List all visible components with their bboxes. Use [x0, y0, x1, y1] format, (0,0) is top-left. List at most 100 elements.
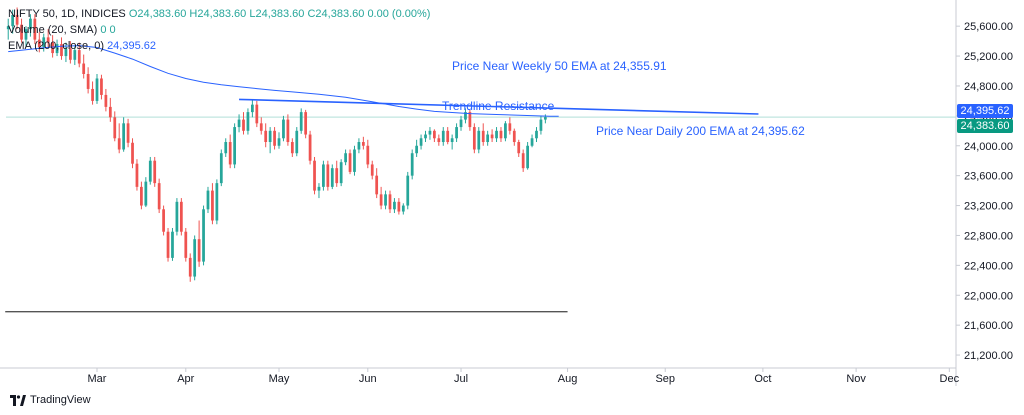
tradingview-brand-text: TradingView: [30, 394, 91, 406]
candle-body: [512, 130, 516, 143]
candle-body: [215, 183, 219, 221]
candle-body: [55, 44, 59, 54]
x-tick-label: May: [269, 373, 290, 385]
candle-body: [508, 123, 512, 131]
y-tick-label: 24,800.00: [964, 81, 1013, 93]
candle-body: [251, 104, 254, 113]
candle-body: [197, 239, 201, 262]
candle-body: [526, 145, 529, 169]
candle-body: [179, 201, 183, 232]
candle-body: [37, 39, 41, 48]
tradingview-brand[interactable]: TradingView: [10, 394, 91, 406]
candle-body: [100, 78, 103, 95]
candle-body: [401, 205, 405, 212]
candle-body: [184, 231, 188, 258]
candle-body: [233, 127, 236, 165]
candle-body: [188, 257, 192, 277]
candle-body: [455, 127, 458, 139]
x-tick-label: Apr: [177, 373, 194, 385]
candle-body: [77, 50, 81, 64]
candle-body: [24, 29, 28, 40]
tradingview-logo-icon: [10, 394, 26, 406]
candle-body: [202, 209, 205, 262]
ema-line: [8, 45, 559, 117]
candle-body: [60, 44, 63, 57]
candle-body: [433, 130, 436, 139]
trendline-resistance: [239, 98, 759, 115]
candle-body: [375, 175, 379, 195]
y-tick-label: 25,600.00: [964, 21, 1013, 33]
candle-body: [366, 145, 370, 165]
candle-body: [162, 209, 165, 232]
candle-body: [242, 119, 245, 131]
y-tick-label: 22,400.00: [964, 260, 1013, 272]
y-tick-label: 21,200.00: [964, 350, 1013, 362]
candle-body: [268, 130, 272, 143]
candle-body: [153, 160, 157, 184]
candle-body: [543, 117, 547, 120]
candle-body: [308, 134, 312, 161]
candle-body: [64, 48, 68, 57]
candle-body: [468, 112, 472, 128]
candle-body: [357, 142, 361, 150]
legend-low: L24,383.60: [249, 8, 305, 20]
candle-body: [246, 112, 250, 131]
x-tick-label: Mar: [88, 373, 107, 385]
candle-body: [472, 127, 476, 150]
candle-body: [370, 164, 374, 176]
candle-body: [286, 119, 290, 143]
candles: [6, 7, 547, 282]
candle-body: [15, 14, 19, 25]
annotation-daily-ema: Price Near Daily 200 EMA at 24,395.62: [596, 124, 805, 138]
annotation-weekly-ema: Price Near Weekly 50 EMA at 24,355.91: [452, 59, 667, 73]
candle-body: [224, 142, 228, 154]
legend-volume-label: Volume (20, SMA): [8, 24, 98, 36]
candle-body: [304, 112, 308, 135]
y-tick-label: 23,200.00: [964, 201, 1013, 213]
candle-body: [91, 88, 94, 101]
candle-body: [122, 123, 126, 150]
candle-body: [135, 163, 139, 187]
candle-body: [6, 26, 10, 30]
x-tick-label: Aug: [558, 373, 578, 385]
candle-body: [148, 160, 152, 182]
candle-body: [530, 138, 534, 146]
candle-body: [82, 63, 86, 74]
candle-body: [353, 149, 356, 172]
legend-change: 0.00 (0.00%): [367, 8, 431, 20]
trendline: [239, 98, 759, 115]
legend-open: O24,383.60: [128, 8, 187, 20]
candle-body: [299, 112, 303, 131]
candle-body: [486, 134, 490, 143]
candle-body: [95, 78, 99, 101]
legend-close: C24,383.60: [307, 8, 365, 20]
legend-symbol-text: NIFTY 50, 1D, INDICES: [8, 8, 126, 20]
candle-body: [397, 201, 401, 212]
annotation-trendline: Trendline Resistance: [442, 99, 555, 113]
candle-body: [86, 74, 90, 89]
candle-body: [126, 123, 130, 143]
candle-body: [237, 119, 241, 128]
y-tick-label: 24,000.00: [964, 141, 1013, 153]
candle-body: [504, 123, 507, 139]
candle-body: [481, 130, 485, 143]
candle-body: [326, 164, 330, 187]
candle-body: [464, 112, 467, 120]
candle-body: [446, 130, 450, 143]
candle-body: [428, 130, 432, 135]
candle-body: [171, 231, 174, 258]
candle-body: [410, 153, 414, 176]
x-tick-label: Dec: [940, 373, 960, 385]
candle-body: [166, 231, 170, 258]
y-tick-label: 22,000.00: [964, 290, 1013, 302]
candle-body: [211, 190, 214, 221]
candle-body: [264, 130, 268, 143]
y-tick-label: 22,800.00: [964, 230, 1013, 242]
candle-body: [73, 50, 77, 60]
candle-body: [157, 183, 161, 210]
candle-body: [33, 18, 37, 40]
candle-body: [277, 138, 281, 146]
candle-body: [361, 142, 365, 146]
candle-body: [20, 24, 23, 40]
